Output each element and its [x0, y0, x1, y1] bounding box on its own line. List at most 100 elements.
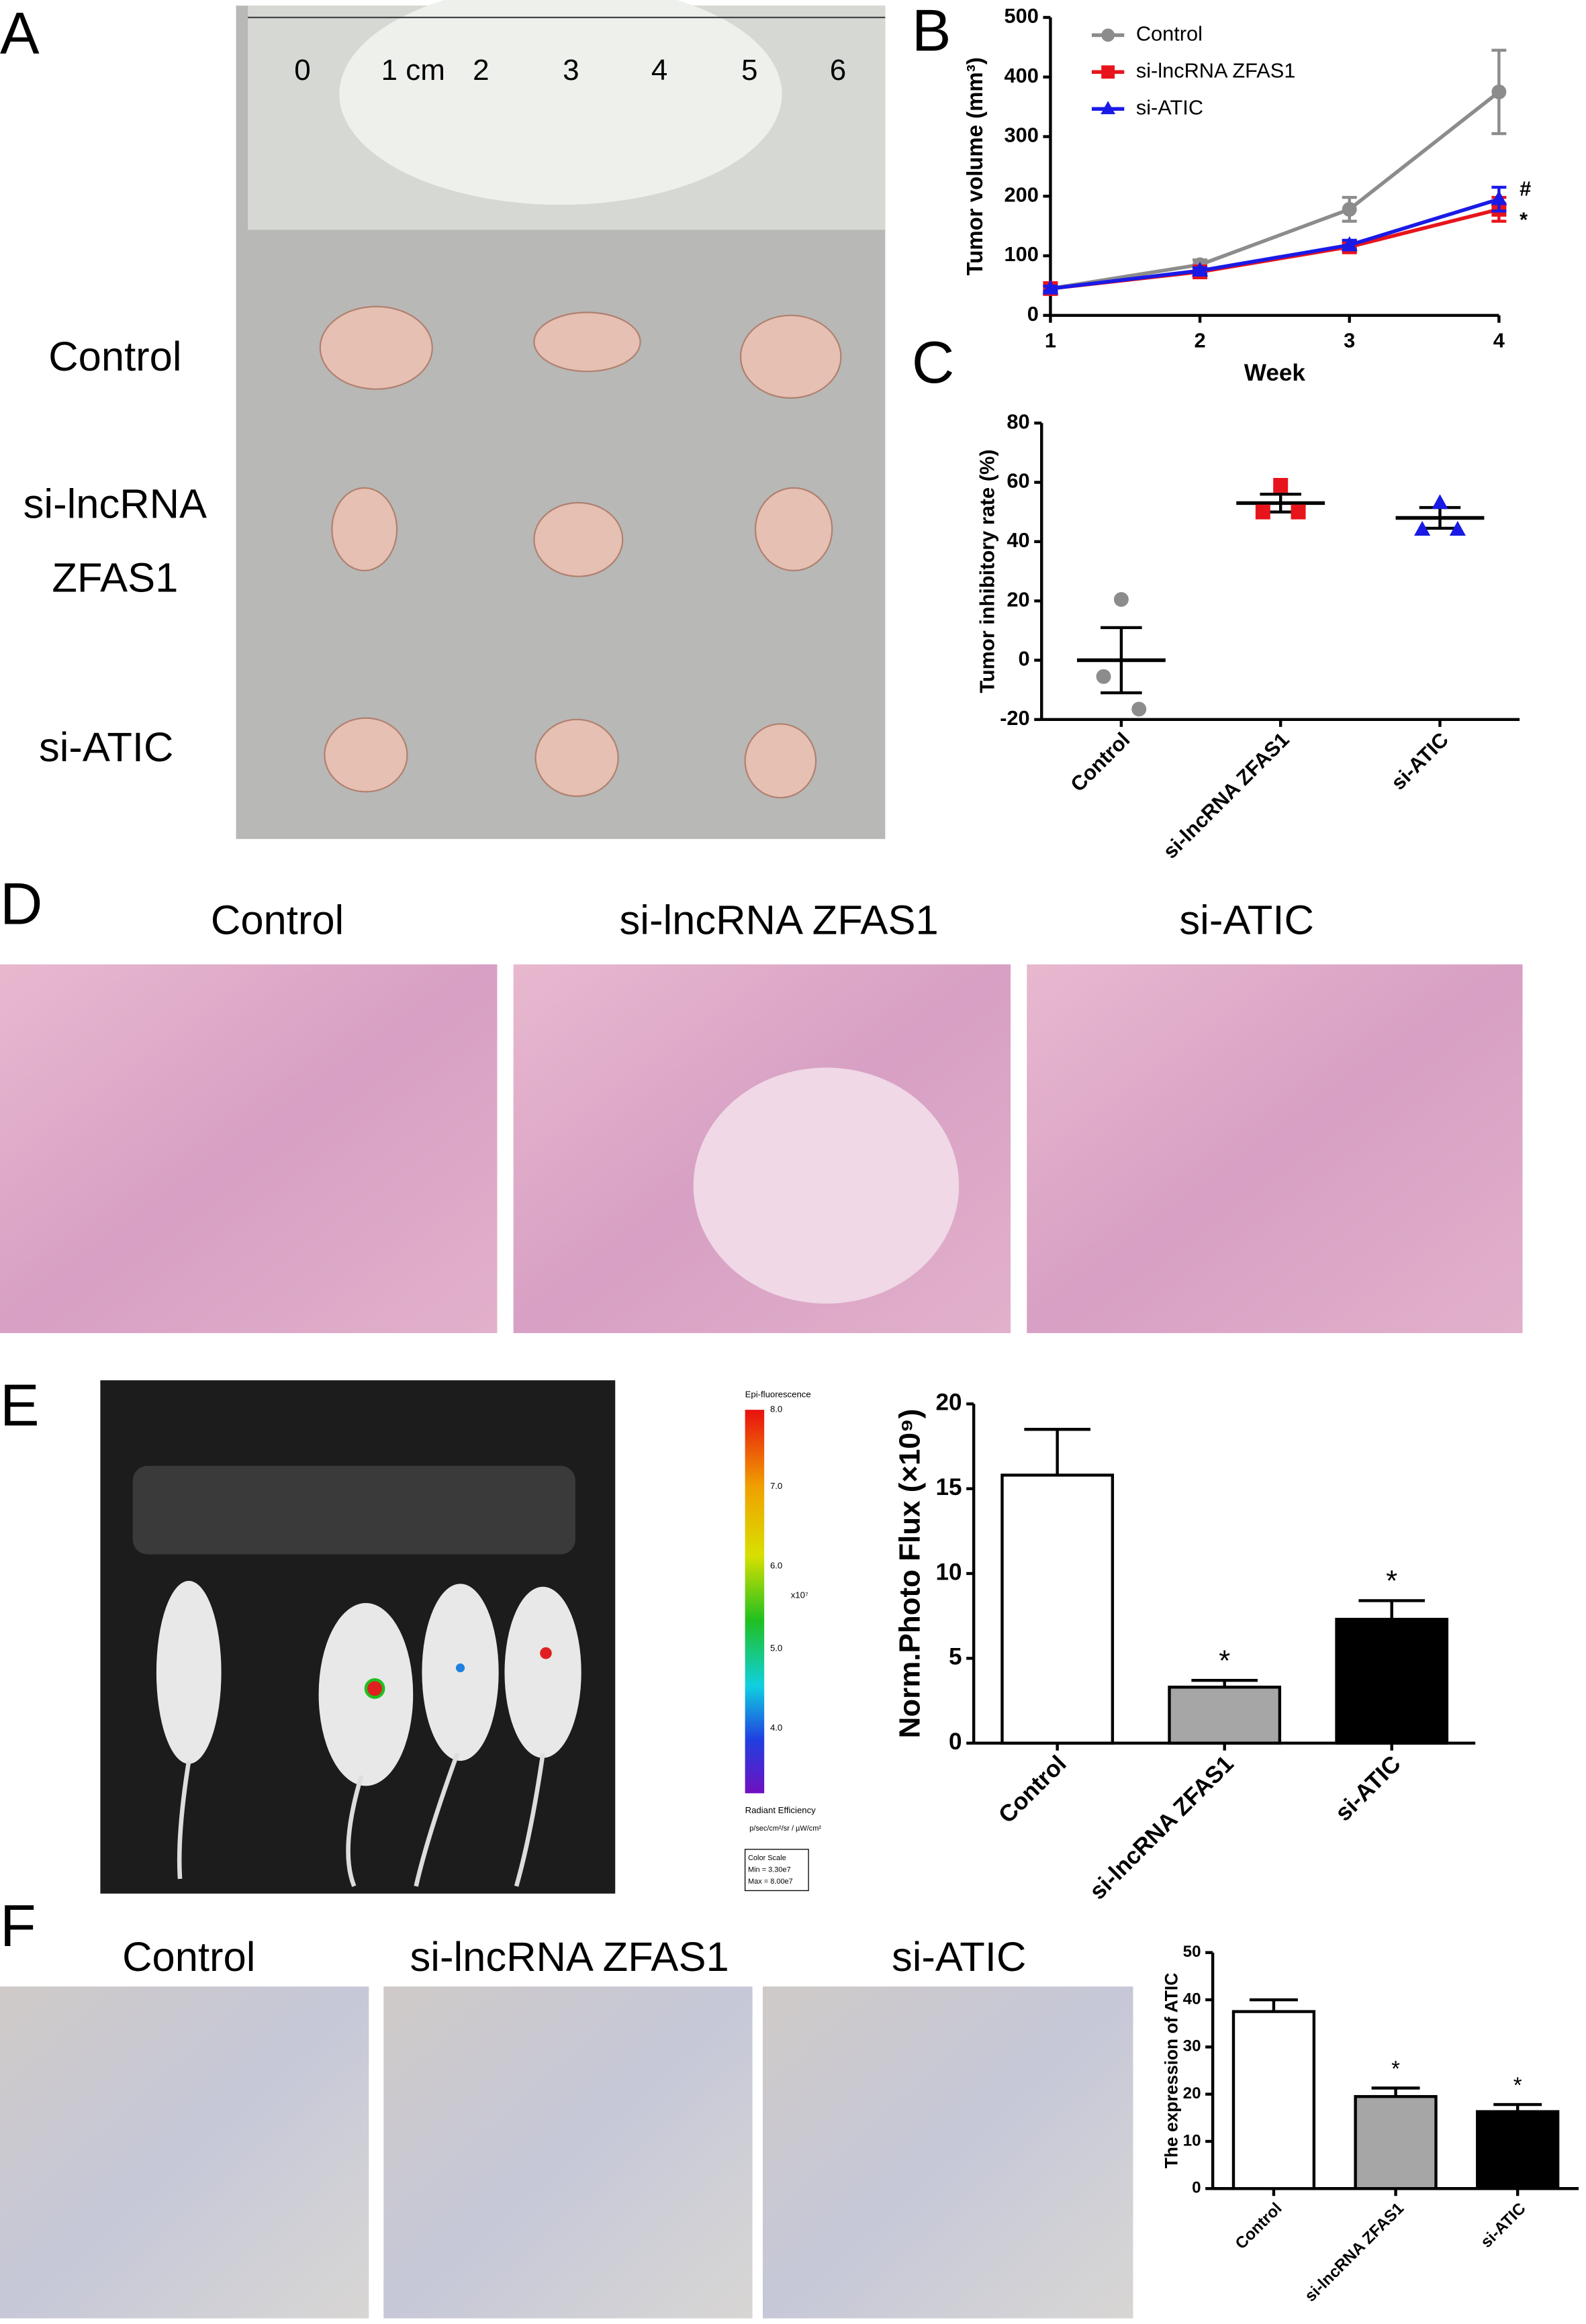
point	[1432, 494, 1448, 510]
x-tick-label: si-ATIC	[1330, 1751, 1406, 1827]
annotation: *	[1513, 2072, 1522, 2097]
x-tick-label: Control	[1066, 728, 1134, 796]
y-tick-label: 10	[935, 1559, 962, 1585]
ruler-label: 5	[741, 54, 757, 87]
photo-label: Control	[211, 897, 344, 943]
y-axis-label: Norm.Photo Flux (×10⁹)	[893, 1409, 926, 1739]
ruler-label: 0	[294, 54, 310, 87]
point	[1113, 591, 1129, 607]
y-tick-label: 0	[1019, 647, 1030, 671]
ruler-label: 6	[830, 54, 846, 87]
y-tick-label: 5	[949, 1644, 962, 1670]
series-line	[1049, 90, 1501, 291]
x-tick-label: si-lncRNA ZFAS1	[1084, 1751, 1239, 1905]
x-tick-label: 2	[1195, 328, 1206, 352]
y-tick-label: 40	[1007, 528, 1029, 552]
row-label: si-ATIC	[39, 724, 173, 771]
ruler-label: 2	[473, 54, 489, 87]
point	[1255, 504, 1270, 520]
point	[1414, 521, 1431, 536]
point	[1342, 201, 1357, 217]
y-tick-label: 300	[1005, 124, 1039, 147]
y-tick-label: 10	[1183, 2131, 1201, 2149]
bar	[1335, 1618, 1449, 1745]
imaging-photo	[100, 1380, 809, 1894]
point	[1491, 84, 1507, 99]
panel-letter: C	[912, 329, 954, 395]
row-label: si-lncRNA	[24, 481, 207, 528]
y-tick-label: 20	[1183, 2084, 1201, 2102]
x-tick-label: si-ATIC	[1387, 728, 1453, 794]
annotation: *	[1386, 1565, 1397, 1598]
he-photos	[0, 964, 1523, 1333]
legend-marker	[1101, 65, 1115, 79]
colorbar-label: Radiant Efficiency	[745, 1805, 817, 1815]
point	[1491, 190, 1507, 205]
colorbar-tick: 5.0	[770, 1643, 782, 1653]
annotation: #	[1520, 177, 1531, 201]
photo-label: si-ATIC	[1179, 897, 1313, 943]
bar	[1231, 2010, 1316, 2190]
y-tick-label: 0	[1192, 2179, 1201, 2197]
bar	[1476, 2110, 1560, 2190]
point	[1449, 521, 1466, 536]
x-tick-label: 3	[1344, 328, 1355, 352]
y-axis-label: Tumor inhibitory rate (%)	[975, 449, 998, 693]
y-tick-label: 200	[1005, 183, 1039, 206]
colorbar-tick: 8.0	[770, 1404, 782, 1414]
y-tick-label: -20	[1000, 706, 1029, 730]
legend-marker	[1101, 28, 1115, 42]
bar	[1000, 1473, 1115, 1745]
x-tick-label: Control	[994, 1751, 1072, 1829]
bar	[1354, 2094, 1438, 2190]
y-tick-label: 40	[1183, 1990, 1201, 2008]
annotation: *	[1520, 207, 1528, 231]
point	[1291, 504, 1306, 520]
series-line	[1050, 197, 1500, 291]
x-tick-label: si-lncRNA ZFAS1	[1301, 2199, 1407, 2305]
y-tick-label: 15	[935, 1474, 962, 1500]
point	[1341, 236, 1358, 251]
y-tick-label: 60	[1007, 469, 1029, 493]
x-tick-label: si-ATIC	[1477, 2199, 1530, 2252]
point	[1042, 279, 1059, 295]
row-label: Control	[48, 334, 181, 380]
panel-letter: A	[0, 0, 40, 66]
ruler-label: 4	[651, 54, 667, 87]
x-tick-label: 1	[1045, 328, 1056, 352]
y-tick-label: 80	[1007, 409, 1029, 433]
colorbar-title: Epi-fluorescence	[745, 1390, 811, 1400]
y-tick-label: 0	[1027, 302, 1039, 326]
photo-label: si-lncRNA ZFAS1	[620, 897, 939, 943]
photo-label: si-ATIC	[892, 1934, 1026, 1980]
annotation: *	[1219, 1644, 1230, 1677]
photo-label: Control	[122, 1934, 255, 1980]
point	[1096, 669, 1111, 684]
y-tick-label: 30	[1183, 2037, 1201, 2055]
y-tick-label: 100	[1005, 242, 1039, 266]
color-scale: Color Scale	[748, 1854, 786, 1862]
colorbar-tick: 4.0	[770, 1723, 782, 1733]
point	[1131, 701, 1147, 717]
colorbar-units: p/sec/cm²/sr / µW/cm²	[749, 1825, 821, 1833]
color-scale: Max = 8.00e7	[748, 1878, 793, 1886]
annotation: *	[1391, 2056, 1400, 2081]
ihc-photos	[0, 1986, 1133, 2319]
tumor-photo	[236, 0, 886, 839]
y-tick-label: 0	[949, 1729, 962, 1755]
ruler-label: 1 cm	[381, 54, 445, 87]
x-tick-label: si-lncRNA ZFAS1	[1158, 728, 1294, 863]
color-scale: Min = 3.30e7	[748, 1866, 791, 1874]
bar	[1168, 1686, 1282, 1745]
ruler-label: 3	[563, 54, 579, 87]
colorbar-unit: x10⁷	[791, 1590, 808, 1600]
panel-letter: F	[0, 1892, 36, 1959]
y-tick-label: 50	[1183, 1943, 1201, 1961]
colorbar-tick: 6.0	[770, 1561, 782, 1571]
point	[1273, 477, 1289, 493]
panel-letter: B	[912, 0, 951, 64]
y-tick-label: 20	[1007, 587, 1029, 611]
row-label: ZFAS1	[52, 555, 178, 601]
